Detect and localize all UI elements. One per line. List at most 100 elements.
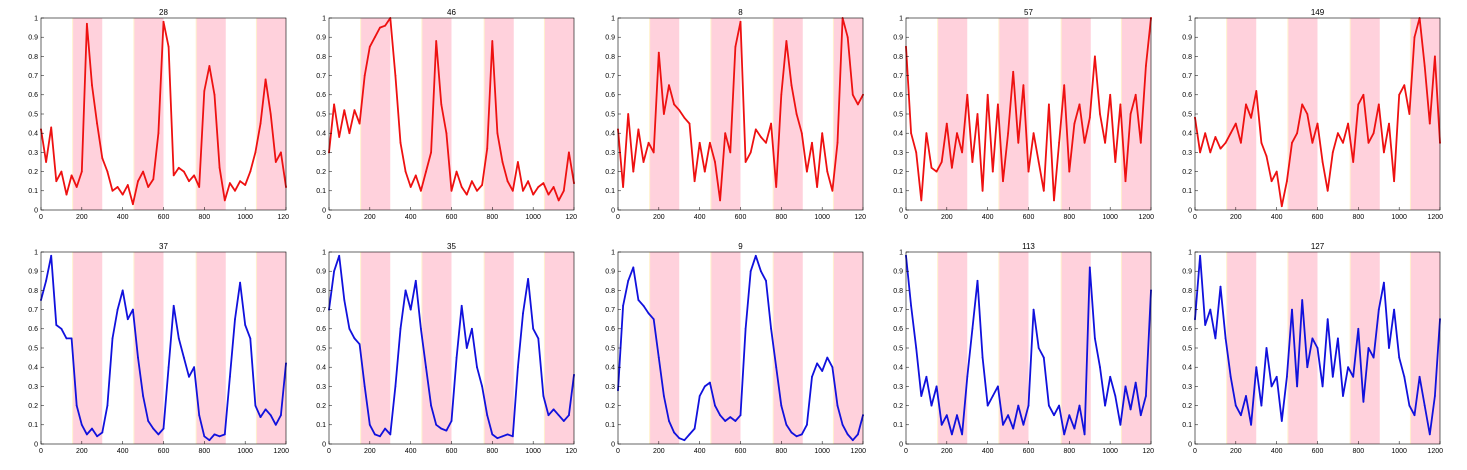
data-point bbox=[264, 408, 267, 411]
data-point bbox=[101, 431, 104, 434]
data-point bbox=[1042, 189, 1045, 192]
y-tick-label: 0.1 bbox=[605, 422, 615, 429]
data-point bbox=[1403, 84, 1406, 87]
data-point bbox=[1434, 55, 1436, 58]
data-point bbox=[806, 170, 808, 173]
x-tick-label: 600 bbox=[158, 214, 170, 221]
data-point bbox=[816, 186, 818, 188]
data-point bbox=[1134, 381, 1137, 384]
x-tick-label: 1000 bbox=[814, 214, 830, 221]
data-point bbox=[435, 40, 438, 42]
data-point bbox=[1032, 132, 1035, 135]
x-tick-label: 400 bbox=[117, 214, 129, 221]
data-point bbox=[430, 404, 432, 407]
y-tick-label: 0 bbox=[899, 441, 903, 448]
data-point bbox=[1007, 132, 1009, 135]
data-point bbox=[1094, 337, 1096, 340]
data-point bbox=[557, 414, 560, 417]
data-point bbox=[1109, 375, 1112, 378]
data-point bbox=[1032, 308, 1035, 311]
data-point bbox=[157, 132, 160, 135]
y-tick-label: 0.8 bbox=[28, 288, 38, 295]
y-tick-label: 0.9 bbox=[28, 269, 38, 276]
data-point bbox=[70, 337, 73, 340]
y-tick-label: 0.5 bbox=[1182, 111, 1192, 118]
y-tick-label: 0.4 bbox=[316, 131, 326, 138]
x-tick-label: 1000 bbox=[814, 448, 830, 455]
data-point bbox=[1088, 266, 1091, 269]
y-tick-label: 1 bbox=[1188, 15, 1192, 22]
y-tick-label: 0.6 bbox=[893, 326, 903, 333]
y-tick-label: 0.3 bbox=[605, 150, 615, 157]
data-point bbox=[420, 327, 422, 330]
data-point bbox=[966, 93, 969, 96]
data-point bbox=[1083, 141, 1086, 144]
x-tick-label: 400 bbox=[982, 448, 994, 455]
y-tick-label: 0 bbox=[611, 441, 615, 448]
data-point bbox=[1042, 356, 1045, 359]
data-point bbox=[234, 318, 236, 321]
data-point bbox=[1260, 404, 1263, 407]
y-tick-label: 0 bbox=[322, 441, 326, 448]
data-point bbox=[683, 116, 686, 119]
data-point bbox=[729, 416, 732, 418]
data-point bbox=[1134, 93, 1137, 96]
subplot-title: 28 bbox=[159, 8, 168, 17]
y-tick-label: 0.8 bbox=[316, 54, 326, 61]
data-point bbox=[997, 103, 999, 106]
y-tick-label: 0.9 bbox=[1182, 269, 1192, 276]
data-point bbox=[552, 408, 555, 411]
data-point bbox=[167, 45, 170, 48]
data-point bbox=[1393, 180, 1395, 183]
data-point bbox=[1286, 180, 1288, 183]
y-tick-label: 0.1 bbox=[893, 188, 903, 195]
x-tick-label: 400 bbox=[1271, 448, 1283, 455]
data-point bbox=[1219, 147, 1222, 150]
y-tick-label: 0.4 bbox=[605, 131, 615, 138]
y-tick-label: 0.4 bbox=[1182, 365, 1192, 372]
data-point bbox=[940, 161, 943, 163]
y-tick-label: 0.5 bbox=[893, 345, 903, 352]
data-point bbox=[348, 327, 351, 330]
shaded-interval bbox=[998, 252, 1029, 444]
data-point bbox=[1398, 356, 1401, 359]
y-tick-label: 0.3 bbox=[28, 150, 38, 157]
data-point bbox=[632, 170, 635, 173]
x-tick-label: 200 bbox=[653, 448, 665, 455]
data-point bbox=[147, 186, 150, 188]
data-point bbox=[562, 420, 565, 422]
y-tick-label: 0.8 bbox=[605, 54, 615, 61]
x-tick-label: 600 bbox=[735, 448, 747, 455]
data-point bbox=[647, 141, 650, 144]
x-tick-label: 200 bbox=[653, 214, 665, 221]
data-point bbox=[1129, 113, 1132, 115]
data-point bbox=[657, 356, 660, 359]
data-point bbox=[1007, 414, 1009, 417]
data-point bbox=[971, 161, 974, 163]
y-tick-label: 0.8 bbox=[28, 54, 38, 61]
y-tick-label: 1 bbox=[899, 15, 903, 22]
data-point bbox=[836, 404, 839, 407]
data-point bbox=[951, 166, 953, 169]
y-tick-label: 0.9 bbox=[893, 269, 903, 276]
x-tick-label: 600 bbox=[158, 448, 170, 455]
data-point bbox=[1068, 414, 1071, 417]
data-point bbox=[627, 113, 630, 115]
data-point bbox=[167, 366, 170, 369]
data-point bbox=[1209, 308, 1212, 311]
y-tick-label: 0.5 bbox=[605, 345, 615, 352]
y-tick-label: 0 bbox=[1188, 441, 1192, 448]
x-tick-label: 1000 bbox=[237, 214, 253, 221]
shaded-interval bbox=[544, 18, 574, 210]
data-point bbox=[65, 193, 68, 196]
data-point bbox=[121, 193, 124, 196]
data-point bbox=[1119, 423, 1122, 426]
subplot-57: 0 0.1 0.2 0.3 0.4 0.5 0.6 0.7 0.8 0.9 1 0 200 400 600 8… bbox=[893, 8, 1154, 221]
y-tick-label: 0.3 bbox=[605, 384, 615, 391]
data-point bbox=[951, 433, 953, 436]
data-point bbox=[491, 40, 494, 42]
data-point bbox=[60, 170, 63, 173]
data-point bbox=[208, 439, 211, 442]
data-point bbox=[1398, 93, 1401, 96]
data-point bbox=[1234, 122, 1237, 125]
